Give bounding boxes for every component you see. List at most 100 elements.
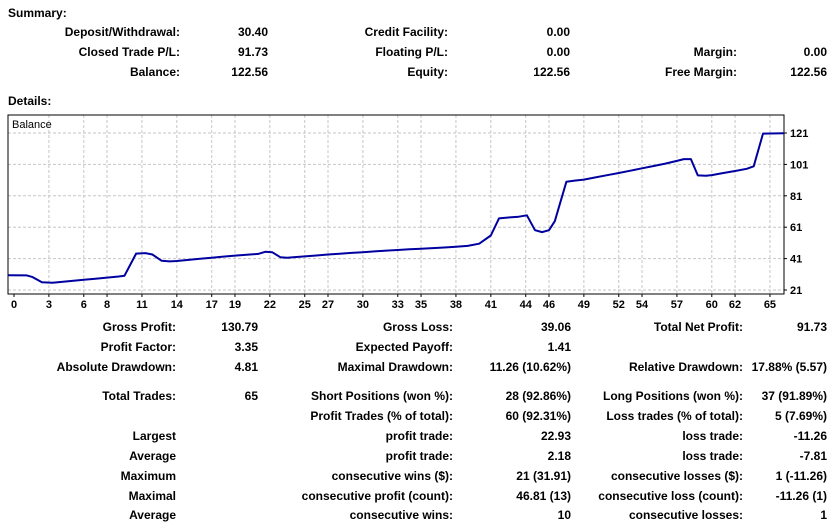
stat-value: -11.26 (1) [775,489,827,503]
stat-label: consecutive profit (count): [301,489,453,503]
x-axis-label: 38 [450,299,462,311]
stat-label: consecutive losses ($): [610,469,743,483]
stat-label: Total Net Profit: [653,320,743,334]
stat-value: 91.73 [796,320,827,334]
x-axis-label: 22 [264,299,276,311]
stat-label: Profit Factor: [100,340,176,354]
x-axis-label: 17 [206,299,218,311]
x-axis-label: 0 [11,299,17,311]
x-axis-label: 33 [392,299,404,311]
stat-value: 17.88% (5.57) [751,360,827,374]
stat-label: consecutive wins: [349,508,453,522]
x-axis-label: 6 [81,299,87,311]
stat-label: Deposit/Withdrawal: [64,25,180,39]
stat-value: 0.00 [803,45,827,59]
y-axis-label: 121 [790,128,808,140]
x-axis-label: 41 [485,299,497,311]
stat-value: 60 (92.31%) [505,409,571,423]
stat-label: loss trade: [682,429,743,443]
x-axis-label: 57 [671,299,683,311]
x-axis-label: 14 [171,299,184,311]
stat-label: Balance: [129,65,180,79]
y-axis-label: 81 [790,191,802,203]
x-axis-label: 52 [613,299,625,311]
x-axis-label: 25 [299,299,311,311]
stat-value: 39.06 [540,320,571,334]
x-axis-label: 11 [136,299,148,311]
stat-label: Closed Trade P/L: [78,45,180,59]
x-axis-label: 46 [543,299,555,311]
stat-value: 2.18 [547,449,571,463]
stat-value: 10 [557,508,571,522]
balance-line [8,132,784,284]
stat-label: Average [129,449,176,463]
x-axis-label: 54 [636,299,649,311]
stat-value: 0.00 [546,25,570,39]
stat-value: 46.81 (13) [516,489,571,503]
stat-value: 37 (91.89%) [761,389,827,403]
y-axis-label: 21 [790,285,802,297]
stat-label: Free Margin: [664,65,737,79]
x-axis-label: 65 [764,299,776,311]
x-axis-label: 44 [520,299,533,311]
stat-value: 3.35 [234,340,258,354]
stat-label: Maximal Drawdown: [337,360,453,374]
y-axis-label: 61 [790,222,802,234]
stat-label: loss trade: [682,449,743,463]
stat-value: 65 [244,389,258,403]
stat-label: consecutive losses: [628,508,743,522]
stat-label: Total Trades: [102,389,176,403]
stat-value: 122.56 [790,65,827,79]
stat-value: 4.81 [234,360,258,374]
x-axis-label: 49 [578,299,590,311]
stat-label: Gross Loss: [382,320,453,334]
stat-label: Long Positions (won %): [603,389,743,403]
stat-label: consecutive wins ($): [331,469,453,483]
stat-value: 28 (92.86%) [505,389,571,403]
x-axis-label: 30 [357,299,369,311]
stat-label: Average [129,508,176,522]
details-heading: Details: [8,94,52,108]
stat-value: 30.40 [237,25,268,39]
stat-value: 1 (-11.26) [775,469,827,483]
stat-label: Expected Payoff: [355,340,453,354]
stat-label: Loss trades (% of total): [606,409,743,423]
stat-value: 122.56 [231,65,268,79]
chart-series-title: Balance [12,119,52,131]
x-axis-label: 60 [706,299,718,311]
stat-value: 122.56 [533,65,570,79]
stat-label: Relative Drawdown: [628,360,743,374]
stat-value: 1 [820,508,827,522]
stat-value: 91.73 [237,45,268,59]
stat-label: profit trade: [385,429,453,443]
stat-label: Largest [132,429,176,443]
x-axis-label: 19 [229,299,241,311]
stat-label: Equity: [407,65,448,79]
stat-label: Gross Profit: [102,320,176,334]
stat-label: Absolute Drawdown: [56,360,176,374]
stat-label: Margin: [693,45,737,59]
stat-value: 5 (7.69%) [774,409,827,423]
stat-label: profit trade: [385,449,453,463]
stat-label: Profit Trades (% of total): [310,409,453,423]
stat-label: Short Positions (won %): [311,389,453,403]
balance-chart: 0 3 6 8 11 14 17 19 22 25 27 30 33 35 38 41 44 46 49 52 54 57… [7,114,808,311]
stat-value: 22.93 [540,429,571,443]
stat-value: 1.41 [547,340,571,354]
x-axis-label: 3 [46,299,52,311]
x-axis-label: 35 [415,299,427,311]
x-axis-label: 8 [104,299,110,311]
summary-heading: Summary: [8,6,67,20]
stat-label: Floating P/L: [375,45,448,59]
x-axis-label: 62 [729,299,741,311]
chart-border [7,114,785,295]
y-axis-label: 41 [790,254,802,266]
y-axis-label: 101 [790,159,808,171]
stat-label: Maximum [120,469,176,483]
stat-value: 21 (31.91) [516,469,571,483]
stat-label: Credit Facility: [364,25,448,39]
x-axis-label: 27 [322,299,334,311]
stat-label: consecutive loss (count): [598,489,743,503]
stat-value: 11.26 (10.62%) [489,360,571,374]
